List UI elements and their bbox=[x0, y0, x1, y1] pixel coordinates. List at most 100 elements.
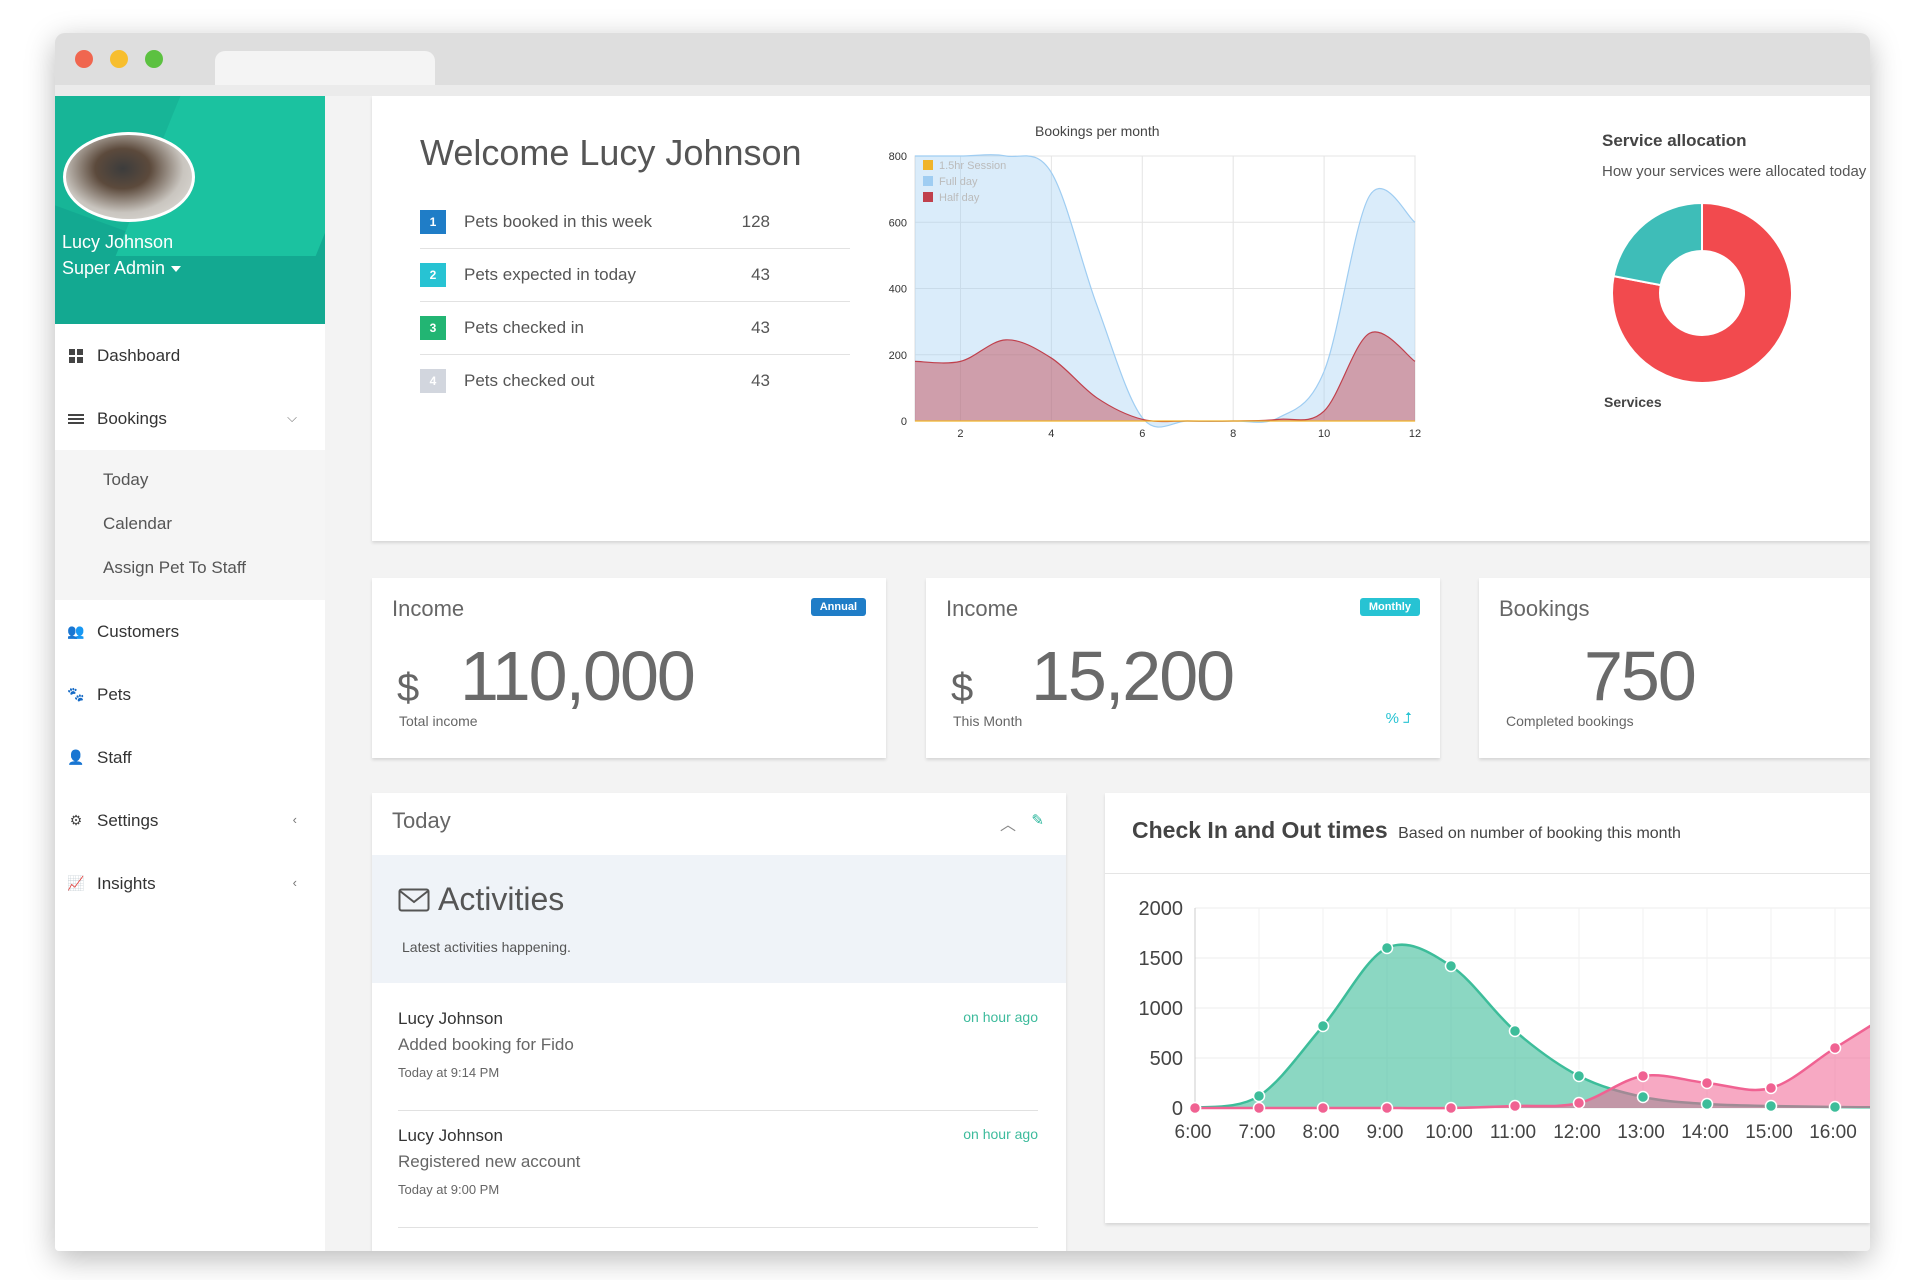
today-title: Today bbox=[392, 808, 451, 833]
profile-role-dropdown[interactable]: Super Admin bbox=[62, 258, 182, 279]
card-title: Income bbox=[946, 596, 1019, 621]
stat-row: 4 Pets checked out 43 bbox=[420, 355, 850, 407]
sidebar-item-label: Staff bbox=[97, 747, 132, 767]
y-tick-label: 2000 bbox=[1139, 898, 1184, 920]
chevron-up-icon[interactable]: ︿ bbox=[999, 817, 1016, 834]
sidebar-item-staff[interactable]: 👤 Staff bbox=[55, 726, 325, 789]
stat-value: 43 bbox=[751, 265, 770, 284]
x-tick-label: 8:00 bbox=[1303, 1122, 1340, 1143]
avatar[interactable] bbox=[63, 132, 195, 222]
data-point bbox=[1700, 1097, 1714, 1111]
sidebar-item-customers[interactable]: 👥 Customers bbox=[55, 600, 325, 663]
stat-number-badge: 3 bbox=[420, 316, 446, 340]
currency-symbol: $ bbox=[397, 666, 420, 710]
stat-label: Pets booked in this week bbox=[464, 212, 653, 231]
sidebar-item-bookings[interactable]: Bookings ⌵ bbox=[55, 387, 325, 450]
submenu-item-today[interactable]: Today bbox=[103, 470, 149, 489]
card-title: Bookings bbox=[1499, 596, 1590, 621]
minimize-window-button[interactable] bbox=[110, 50, 128, 68]
stat-number-badge: 2 bbox=[420, 263, 446, 287]
series-area bbox=[1195, 944, 1870, 1108]
stat-number-badge: 1 bbox=[420, 210, 446, 234]
users-icon: 👥 bbox=[67, 623, 85, 639]
stat-label: Pets checked in bbox=[464, 318, 585, 337]
data-point bbox=[1380, 941, 1394, 955]
x-tick-label: 15:00 bbox=[1745, 1122, 1793, 1143]
income-value: 110,000 bbox=[460, 637, 696, 715]
trend-indicator: % ⮥ bbox=[1385, 710, 1412, 727]
activity-description: Added booking for Fido bbox=[398, 1035, 574, 1054]
bookings-label: Completed bookings bbox=[1506, 713, 1634, 729]
stat-row: 1 Pets booked in this week 128 bbox=[420, 196, 850, 249]
today-card: Today ︿ ✎ Activities Latest activities h… bbox=[372, 793, 1066, 1251]
browser-tab[interactable] bbox=[215, 51, 435, 85]
x-tick-label: 8 bbox=[1230, 428, 1236, 440]
maximize-window-button[interactable] bbox=[145, 50, 163, 68]
list-icon bbox=[67, 411, 85, 427]
activity-user: Lucy Johnson bbox=[398, 1009, 503, 1028]
bookings-card: Bookings 750 Completed bookings bbox=[1479, 578, 1870, 758]
currency-symbol: $ bbox=[951, 666, 974, 710]
card-title: Income bbox=[392, 596, 465, 621]
sidebar: Lucy Johnson Super Admin Dashboard Booki… bbox=[55, 96, 325, 1251]
series-area bbox=[1195, 1026, 1870, 1109]
sidebar-item-dashboard[interactable]: Dashboard bbox=[55, 324, 325, 387]
activity-user: Lucy Johnson bbox=[398, 1126, 503, 1145]
divider bbox=[1105, 873, 1870, 874]
donut-legend: Services bbox=[1604, 394, 1662, 410]
y-tick-label: 1500 bbox=[1139, 948, 1184, 970]
checkin-chart: 0 500 1000 1500 2000 6:00 7:00 8:00 9:00 10:00 11:… bbox=[1139, 898, 1870, 1143]
y-tick-label: 1000 bbox=[1139, 998, 1184, 1020]
chevron-left-icon: ‹ bbox=[292, 875, 297, 890]
y-tick-label: 500 bbox=[1150, 1048, 1183, 1070]
checkin-card: Check In and Out times Based on number o… bbox=[1105, 793, 1870, 1223]
stat-value: 43 bbox=[751, 318, 770, 337]
browser-window: Lucy Johnson Super Admin Dashboard Booki… bbox=[55, 33, 1870, 1251]
activities-title-row: Activities bbox=[398, 881, 564, 918]
data-point bbox=[1444, 959, 1458, 973]
close-window-button[interactable] bbox=[75, 50, 93, 68]
paw-icon: 🐾 bbox=[67, 686, 85, 702]
sidebar-item-insights[interactable]: 📈 Insights ‹ bbox=[55, 852, 325, 915]
edit-icon[interactable]: ✎ bbox=[1031, 812, 1044, 829]
page-viewport: Lucy Johnson Super Admin Dashboard Booki… bbox=[55, 96, 1870, 1251]
data-point bbox=[1380, 1101, 1394, 1115]
activity-ago: on hour ago bbox=[963, 1126, 1038, 1142]
envelope-icon bbox=[398, 888, 430, 911]
chevron-down-icon: ⌵ bbox=[287, 410, 297, 425]
sidebar-item-label: Dashboard bbox=[97, 345, 181, 365]
sidebar-item-pets[interactable]: 🐾 Pets bbox=[55, 663, 325, 726]
sidebar-item-label: Bookings bbox=[97, 408, 167, 428]
data-point bbox=[1828, 1100, 1842, 1114]
submenu-item-assign-pet[interactable]: Assign Pet To Staff bbox=[103, 558, 247, 577]
x-tick-label: 11:00 bbox=[1490, 1122, 1536, 1143]
activity-ago: on hour ago bbox=[963, 1009, 1038, 1025]
activity-item[interactable]: Lucy Johnson Registered new account Toda… bbox=[398, 1110, 1038, 1228]
income-label: Total income bbox=[399, 713, 478, 729]
data-point bbox=[1764, 1081, 1778, 1095]
chevron-left-icon: ‹ bbox=[292, 812, 297, 827]
y-tick-label: 0 bbox=[1172, 1098, 1183, 1120]
sidebar-item-label: Settings bbox=[97, 810, 159, 830]
income-label: This Month bbox=[953, 713, 1023, 729]
sidebar-item-settings[interactable]: ⚙ Settings ‹ bbox=[55, 789, 325, 852]
sidebar-item-label: Insights bbox=[97, 873, 156, 893]
legend-label: Half day bbox=[939, 192, 980, 204]
x-tick-label: 4 bbox=[1048, 428, 1054, 440]
submenu-item-calendar[interactable]: Calendar bbox=[103, 514, 172, 533]
data-point bbox=[1508, 1099, 1522, 1113]
service-title: Service allocation bbox=[1602, 131, 1747, 150]
chart-title: Bookings per month bbox=[1035, 123, 1160, 139]
y-tick-label: 400 bbox=[889, 284, 907, 296]
data-point bbox=[1316, 1101, 1330, 1115]
x-tick-label: 13:00 bbox=[1617, 1122, 1665, 1143]
data-point bbox=[1572, 1096, 1586, 1110]
x-tick-label: 16:00 bbox=[1809, 1122, 1857, 1143]
income-annual-card: Income Annual $ 110,000 Total income bbox=[372, 578, 886, 758]
x-tick-label: 7:00 bbox=[1239, 1122, 1276, 1143]
x-tick-label: 9:00 bbox=[1367, 1122, 1404, 1143]
stat-value: 128 bbox=[741, 212, 770, 231]
stat-row: 2 Pets expected in today 43 bbox=[420, 249, 850, 302]
stat-label: Pets checked out bbox=[464, 371, 595, 390]
activity-item[interactable]: Lucy Johnson Added booking for Fido Toda… bbox=[398, 993, 1038, 1111]
